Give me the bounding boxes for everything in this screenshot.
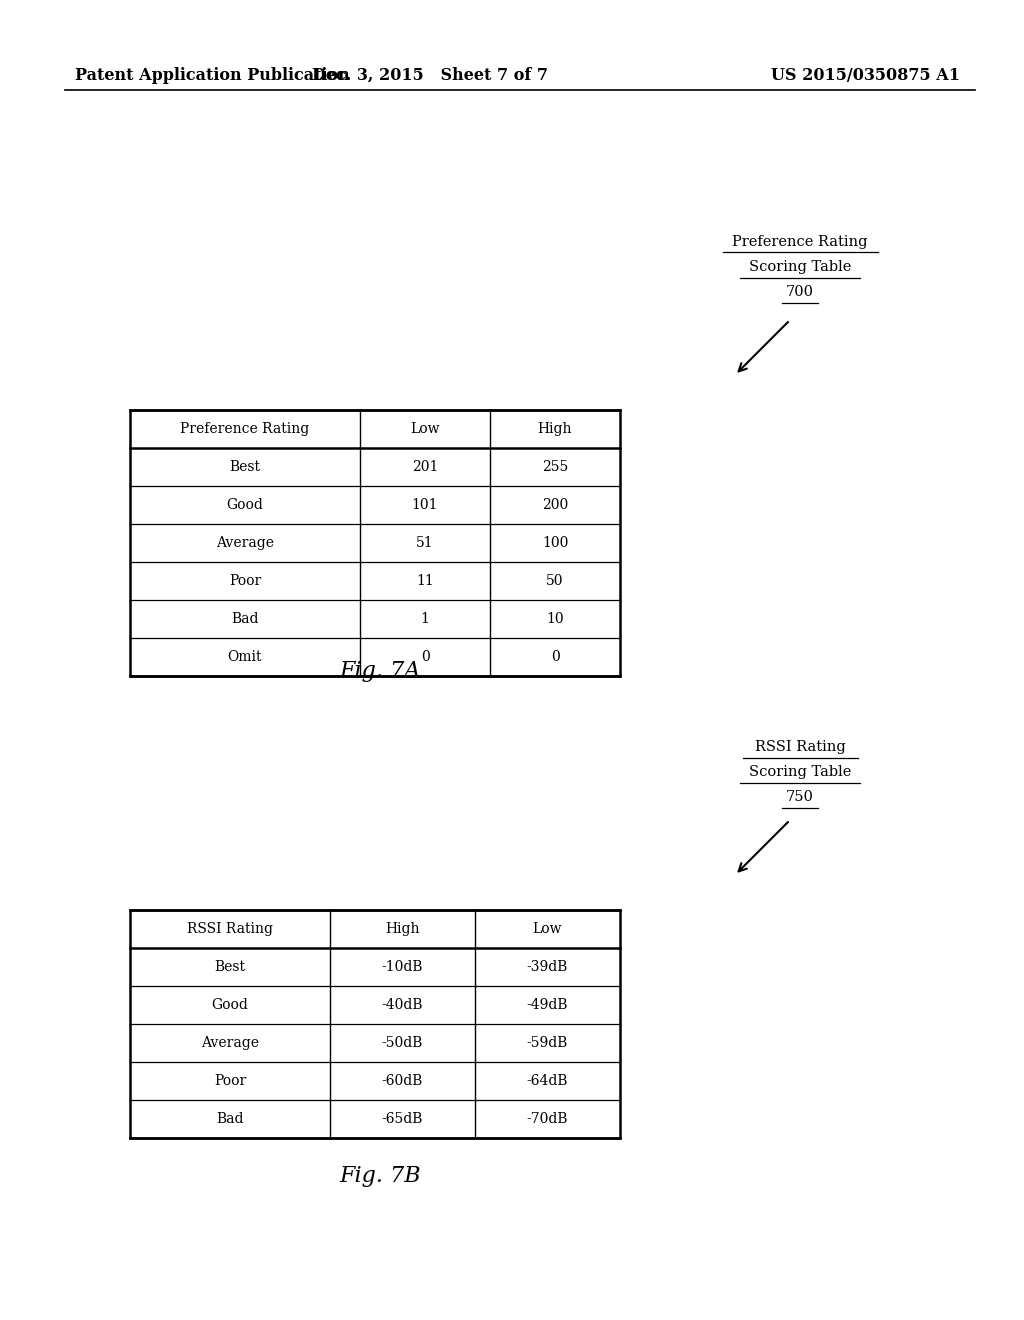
Text: Good: Good [226, 498, 263, 512]
Text: Fig. 7B: Fig. 7B [339, 1166, 421, 1187]
Text: -39dB: -39dB [526, 960, 568, 974]
Text: 0: 0 [421, 649, 429, 664]
Text: -59dB: -59dB [526, 1036, 568, 1049]
Text: Bad: Bad [231, 612, 259, 626]
Text: Average: Average [201, 1036, 259, 1049]
Text: -64dB: -64dB [526, 1074, 568, 1088]
Text: 101: 101 [412, 498, 438, 512]
Text: 100: 100 [542, 536, 568, 550]
Text: 10: 10 [546, 612, 564, 626]
Text: RSSI Rating: RSSI Rating [755, 741, 846, 754]
Text: Omit: Omit [227, 649, 262, 664]
Text: -65dB: -65dB [382, 1111, 423, 1126]
Text: Bad: Bad [216, 1111, 244, 1126]
Text: Preference Rating: Preference Rating [180, 422, 309, 436]
Text: -10dB: -10dB [382, 960, 423, 974]
Text: -60dB: -60dB [382, 1074, 423, 1088]
Text: US 2015/0350875 A1: US 2015/0350875 A1 [771, 66, 961, 83]
Text: High: High [538, 422, 572, 436]
Text: Best: Best [214, 960, 246, 974]
Text: -50dB: -50dB [382, 1036, 423, 1049]
Text: Poor: Poor [214, 1074, 246, 1088]
Text: High: High [385, 921, 420, 936]
Text: 0: 0 [551, 649, 559, 664]
Text: RSSI Rating: RSSI Rating [187, 921, 273, 936]
Text: Scoring Table: Scoring Table [749, 260, 851, 275]
Text: -49dB: -49dB [526, 998, 568, 1012]
Text: Poor: Poor [229, 574, 261, 587]
Text: 11: 11 [416, 574, 434, 587]
Text: 1: 1 [421, 612, 429, 626]
Text: 51: 51 [416, 536, 434, 550]
Text: Dec. 3, 2015   Sheet 7 of 7: Dec. 3, 2015 Sheet 7 of 7 [312, 66, 548, 83]
Text: Average: Average [216, 536, 274, 550]
Text: Best: Best [229, 459, 260, 474]
Text: Scoring Table: Scoring Table [749, 766, 851, 779]
Text: Patent Application Publication: Patent Application Publication [75, 66, 350, 83]
Text: 255: 255 [542, 459, 568, 474]
Text: Low: Low [532, 921, 562, 936]
Text: 750: 750 [786, 789, 814, 804]
Text: 200: 200 [542, 498, 568, 512]
Text: Good: Good [212, 998, 249, 1012]
Text: 201: 201 [412, 459, 438, 474]
Text: Low: Low [411, 422, 439, 436]
Text: 50: 50 [546, 574, 564, 587]
Text: Preference Rating: Preference Rating [732, 235, 867, 249]
Bar [130, 411, 620, 676]
Text: Fig. 7A: Fig. 7A [339, 660, 421, 682]
Bar [130, 909, 620, 1138]
Text: 700: 700 [786, 285, 814, 300]
Text: -40dB: -40dB [382, 998, 423, 1012]
Text: -70dB: -70dB [526, 1111, 568, 1126]
